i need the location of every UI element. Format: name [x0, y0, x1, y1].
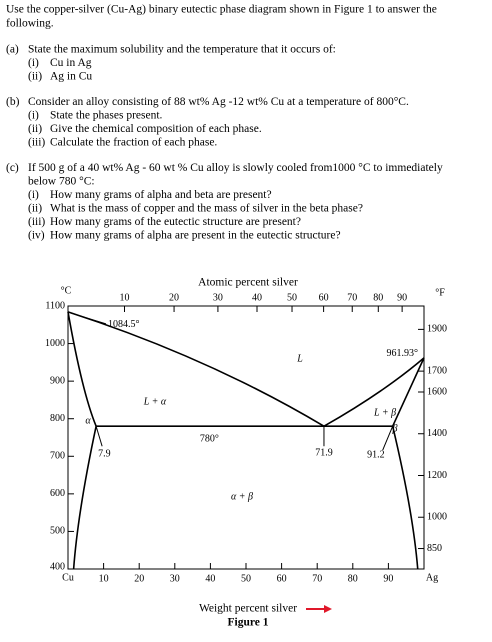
question-label: (a)	[6, 44, 19, 56]
x-tick-label: 90	[383, 573, 393, 584]
intro-line: following.	[6, 18, 54, 30]
right-tick-label: 1600	[427, 386, 447, 397]
arrow-head	[324, 605, 332, 613]
x-tick-label: 40	[205, 573, 215, 584]
part-label: (ii)	[28, 71, 42, 83]
plot-frame	[67, 305, 425, 570]
question-text: Consider an alloy consisting of 88 wt% A…	[28, 96, 409, 108]
part-label: (iii)	[28, 137, 45, 149]
point-label: 1084.5°	[108, 319, 140, 330]
y-tick-label: 600	[50, 488, 65, 499]
x-tick-label: 60	[277, 573, 287, 584]
y-tick-label: 900	[50, 375, 65, 386]
region-label: α + β	[231, 491, 253, 502]
left-end: Cu	[62, 572, 74, 583]
phase-boundary	[67, 311, 97, 427]
top-tick-label: 70	[347, 292, 357, 303]
x-tick-label: 30	[170, 573, 180, 584]
part-label: (iv)	[28, 230, 45, 242]
left-unit: °C	[61, 285, 72, 296]
top-tick-label: 80	[373, 292, 383, 303]
part-label: (iii)	[28, 216, 45, 228]
leader	[382, 426, 394, 451]
figure-caption: Figure 1	[228, 617, 269, 629]
part-text: How many grams of the eutectic structure…	[50, 216, 301, 228]
phase-boundary	[391, 357, 425, 427]
x-tick-label: 50	[241, 573, 251, 584]
y-tick-label: 1100	[45, 300, 65, 311]
phase-boundary	[67, 311, 325, 427]
point-label: 7.9	[98, 449, 111, 460]
right-end: Ag	[426, 572, 438, 583]
question-text: below 780 °C:	[28, 176, 95, 188]
point-label: 71.9	[315, 448, 333, 459]
question-text: Use the copper-silver (Cu-Ag) binary eut…	[6, 4, 443, 242]
right-tick-label: 850	[427, 543, 442, 554]
point-label: 91.2	[367, 450, 385, 461]
part-label: (i)	[28, 110, 39, 122]
top-tick-label: 40	[252, 292, 262, 303]
top-tick-label: 50	[287, 292, 297, 303]
right-tick-label: 1400	[427, 428, 447, 439]
part-label: (ii)	[28, 123, 42, 135]
x-tick-label: 70	[312, 573, 322, 584]
top-tick-label: 60	[319, 292, 329, 303]
x-tick-label: 20	[134, 573, 144, 584]
phase-boundary	[323, 357, 425, 427]
top-tick-label: 10	[119, 292, 129, 303]
region-label: L + β	[373, 407, 396, 418]
x-tick-label: 80	[348, 573, 358, 584]
right-tick-label: 1200	[427, 470, 447, 481]
y-tick-label: 400	[50, 561, 65, 572]
right-tick-label: 1700	[427, 365, 447, 376]
right-tick-label: 1900	[427, 324, 447, 335]
top-axis-label: Atomic percent silver	[198, 277, 298, 289]
point-label: 961.93°	[387, 348, 419, 359]
region-label: L + α	[143, 396, 167, 407]
question-label: (b)	[6, 96, 20, 108]
part-label: (ii)	[28, 203, 42, 215]
part-text: How many grams of alpha and beta are pre…	[50, 189, 272, 201]
question-text: State the maximum solubility and the tem…	[28, 44, 336, 56]
phase-boundary	[72, 426, 97, 570]
part-text: What is the mass of copper and the mass …	[50, 203, 363, 215]
y-tick-label: 700	[50, 451, 65, 462]
right-tick-label: 1000	[427, 512, 447, 523]
part-text: Give the chemical composition of each ph…	[50, 123, 262, 135]
question-text: If 500 g of a 40 wt% Ag - 60 wt % Cu all…	[28, 162, 443, 174]
leader	[95, 426, 103, 447]
point-label: 780°	[200, 434, 219, 445]
phase-diagram: Atomic percent silver Weight percent sil…	[45, 277, 447, 629]
region-label: L	[296, 353, 303, 364]
intro-line: Use the copper-silver (Cu-Ag) binary eut…	[6, 4, 437, 16]
question-label: (c)	[6, 162, 19, 174]
region-label: α	[85, 415, 91, 426]
region-label: β	[392, 423, 398, 434]
part-text: Calculate the fraction of each phase.	[50, 137, 217, 149]
leader	[69, 312, 107, 325]
part-label: (i)	[28, 189, 39, 201]
part-text: State the phases present.	[50, 110, 163, 122]
y-tick-label: 1000	[45, 338, 65, 349]
part-text: Ag in Cu	[50, 71, 92, 83]
right-unit: °F	[435, 287, 445, 298]
x-tick-label: 10	[99, 573, 109, 584]
part-text: Cu in Ag	[50, 57, 92, 69]
part-label: (i)	[28, 57, 39, 69]
phase-boundary	[391, 426, 419, 570]
y-tick-label: 800	[50, 413, 65, 424]
y-tick-label: 500	[50, 526, 65, 537]
part-text: How many grams of alpha are present in t…	[50, 230, 341, 242]
top-tick-label: 30	[213, 292, 223, 303]
top-tick-label: 90	[397, 292, 407, 303]
bottom-axis-label: Weight percent silver	[199, 603, 297, 615]
top-tick-label: 20	[169, 292, 179, 303]
